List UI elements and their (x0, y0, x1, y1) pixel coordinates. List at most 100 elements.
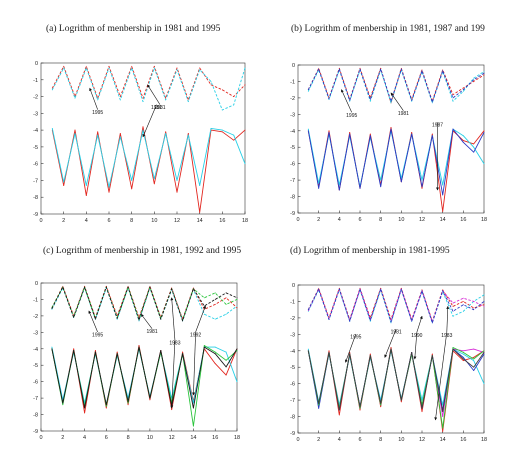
annotation-arrow (390, 92, 404, 111)
annotation-arrow (434, 332, 448, 421)
data-point (483, 351, 485, 353)
data-point (349, 353, 351, 355)
data-point (390, 127, 392, 128)
data-point (421, 187, 423, 189)
data-point (452, 348, 454, 350)
data-point (328, 130, 330, 132)
data-point (431, 133, 433, 135)
data-point (165, 131, 167, 133)
data-point (452, 310, 454, 312)
data-point (462, 141, 464, 143)
data-point (338, 189, 340, 191)
data-point (369, 99, 371, 100)
data-point (84, 412, 86, 414)
data-point (411, 351, 413, 353)
data-point (442, 416, 444, 418)
data-point (483, 353, 485, 355)
data-point (462, 353, 464, 355)
data-point (462, 356, 464, 358)
data-point (390, 128, 392, 130)
y-tick-label: -5 (33, 145, 38, 151)
data-point (187, 133, 189, 134)
data-point (369, 319, 371, 321)
data-point (369, 133, 371, 135)
y-tick-label: 0 (292, 63, 295, 69)
data-point (318, 288, 320, 290)
data-point (176, 179, 178, 181)
data-point (108, 65, 110, 67)
data-point (328, 351, 330, 353)
data-point (73, 348, 75, 350)
data-point (307, 310, 309, 311)
data-point (473, 366, 475, 368)
data-point (462, 350, 464, 352)
series-line-1995-solid (307, 128, 485, 188)
data-point (483, 304, 485, 306)
data-point (400, 399, 402, 401)
y-tick-label: -8 (33, 195, 38, 201)
data-point (462, 89, 464, 91)
annotation-arrow (140, 313, 153, 329)
x-tick-label: 14 (440, 217, 446, 223)
data-point (105, 407, 107, 409)
annotation-arrow (170, 340, 176, 409)
data-point (473, 356, 475, 358)
data-point (431, 353, 433, 355)
data-point (400, 67, 402, 69)
data-point (400, 288, 402, 290)
data-point (63, 185, 65, 186)
y-tick-label: -7 (33, 178, 38, 184)
data-point (214, 363, 216, 365)
data-point (369, 320, 371, 322)
data-point (318, 402, 320, 404)
data-point (473, 309, 475, 311)
data-point (442, 404, 444, 406)
x-tick-label: 6 (358, 437, 361, 443)
x-tick-label: 0 (39, 218, 42, 224)
annotation-arrow (446, 305, 450, 333)
data-point (442, 411, 444, 413)
x-tick-label: 12 (419, 217, 425, 223)
data-point (483, 305, 485, 307)
y-tick-label: -2 (290, 316, 295, 322)
data-point (349, 320, 351, 322)
data-point (307, 130, 309, 132)
panel-b-chart: 0 2 4 6 8 10 12 14 16 18 0 -1 -2 -3 -4 -5 -6 -7 -8 -9 1995 19… (290, 63, 487, 223)
data-point (473, 360, 475, 362)
data-point (442, 69, 444, 71)
data-point (116, 318, 118, 320)
series-line-1981-solid (307, 127, 485, 212)
y-tick-label: -1 (33, 78, 38, 84)
annotation-arrow (344, 333, 357, 363)
x-tick-label: 10 (398, 437, 404, 443)
data-point (62, 286, 64, 288)
data-point (328, 319, 330, 320)
panel-b-title: (b) Logrithm of menbership in 1981, 1987… (291, 24, 485, 34)
data-point (483, 294, 485, 296)
data-point (307, 310, 309, 312)
y-tick-label: -4 (33, 347, 38, 353)
data-point (94, 349, 96, 351)
data-point (318, 407, 320, 409)
data-point (108, 186, 110, 188)
y-tick-label: -4 (290, 129, 295, 135)
y-tick-label: -4 (290, 349, 295, 355)
data-point (187, 134, 189, 136)
data-point (244, 84, 246, 86)
x-tick-label: 14 (197, 218, 203, 224)
data-point (119, 99, 121, 101)
annotation-label: 1995 (92, 110, 103, 116)
data-point (165, 99, 167, 101)
annotation-label: 1983 (441, 333, 452, 339)
data-point (236, 307, 238, 309)
data-point (131, 67, 133, 69)
data-point (199, 185, 201, 186)
x-tick-label: 6 (105, 435, 108, 441)
panel-d-chart: 0 2 4 6 8 10 12 14 16 18 0 -1 -2 -3 -4 -5 -6 -7 -8 -9 1995 19… (290, 283, 487, 443)
y-tick-label: -3 (33, 330, 38, 336)
data-point (165, 97, 167, 99)
data-point (390, 348, 392, 350)
data-point (74, 129, 76, 131)
annotation-label: 1981 (151, 105, 162, 111)
data-point (483, 72, 485, 74)
